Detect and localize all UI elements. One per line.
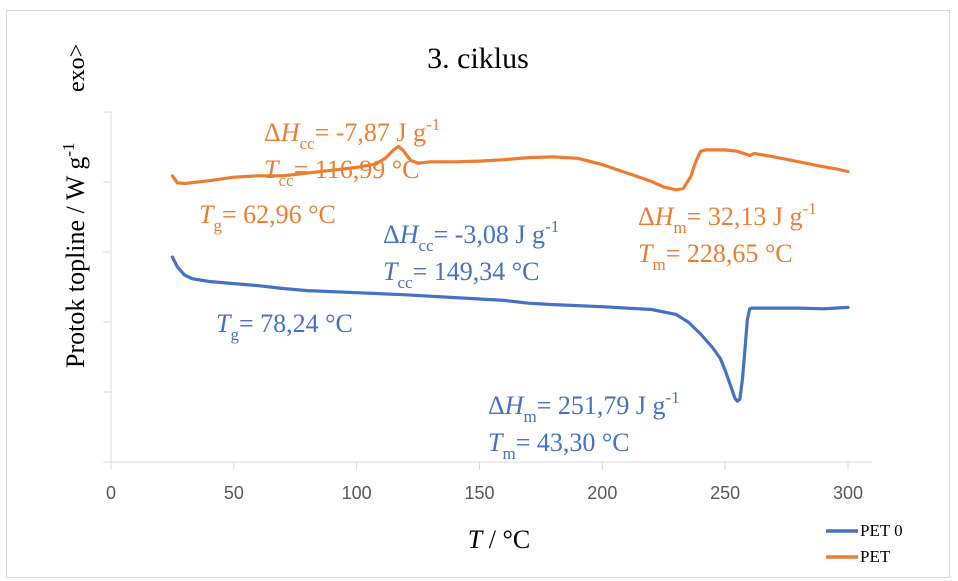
- annotation-value: = -7,87 J g: [315, 118, 426, 147]
- annotation-label: ΔHcc= -7,87 J g-1: [264, 115, 440, 153]
- annotation-symbol: T: [199, 200, 215, 229]
- annotation-delta: Δ: [638, 202, 655, 231]
- annotation-subscript: g: [230, 325, 239, 344]
- annotation-delta: Δ: [383, 220, 400, 249]
- annotation-symbol: H: [399, 220, 420, 249]
- x-axis-label-unit: / °C: [482, 525, 530, 554]
- annotation-label: Tcc= 116,99 °C: [264, 155, 420, 190]
- y-axis-label-sup: -1: [59, 142, 78, 156]
- annotation-value: = 116,99 °C: [294, 155, 420, 184]
- annotation-value: = -3,08 J g: [434, 220, 545, 249]
- annotation-value: = 78,24 °C: [239, 309, 353, 338]
- annotation-symbol: T: [488, 428, 504, 457]
- annotation-subscript: cc: [419, 236, 435, 255]
- y-axis-label: Protok topline / W g-1: [59, 142, 90, 368]
- annotation-value: = 43,30 °C: [516, 428, 630, 457]
- y-axis-label-text: Protok topline / W g: [61, 157, 90, 368]
- x-tick-label: 150: [464, 483, 494, 503]
- annotation-symbol: H: [280, 118, 301, 147]
- y-axis-ticks: [103, 111, 111, 463]
- annotation-subscript: m: [652, 255, 665, 274]
- annotation-superscript: -1: [545, 217, 559, 236]
- annotation-subscript: cc: [278, 171, 294, 190]
- annotation-symbol: H: [654, 202, 675, 231]
- annotation-symbol: T: [216, 309, 232, 338]
- x-axis-ticks: [110, 462, 849, 470]
- annotation-symbol: T: [264, 155, 280, 184]
- annotation-subscript: m: [674, 218, 687, 237]
- x-tick-label: 0: [106, 483, 116, 503]
- x-axis-tick-labels: 0 50 100 150 200 250 300: [106, 483, 863, 503]
- series-layer: [170, 144, 850, 403]
- x-tick-label: 200: [587, 483, 617, 503]
- annotation-label: Tm= 43,30 °C: [488, 428, 630, 463]
- legend-label: PET: [860, 547, 891, 566]
- annotation-subscript: g: [213, 216, 222, 235]
- legend-label: PET 0: [860, 521, 903, 540]
- annotation-superscript: -1: [803, 199, 817, 218]
- annotation-label: Tg= 78,24 °C: [216, 309, 353, 344]
- series-line-pet-0: [170, 255, 850, 403]
- annotation-value: = 251,79 J g: [537, 391, 666, 420]
- annotation-label: Tm= 228,65 °C: [638, 239, 793, 274]
- annotation-label: Tg= 62,96 °C: [199, 200, 336, 235]
- exo-direction-label: exo>: [64, 44, 90, 92]
- annotation-symbol: T: [383, 257, 399, 286]
- annotation-delta: Δ: [264, 118, 281, 147]
- annotation-value: = 149,34 °C: [413, 257, 540, 286]
- x-tick-label: 50: [224, 483, 244, 503]
- chart-title: 3. ciklus: [427, 42, 529, 75]
- series-line-pet: [170, 144, 850, 192]
- annotation-subscript: cc: [397, 273, 413, 292]
- annotation-subscript: cc: [300, 134, 316, 153]
- annotation-value: = 62,96 °C: [222, 200, 336, 229]
- chart-frame: [6, 10, 950, 578]
- annotation-delta: Δ: [488, 391, 505, 420]
- annotation-superscript: -1: [666, 388, 680, 407]
- annotation-value: = 32,13 J g: [687, 202, 803, 231]
- x-axis-label: T / °C: [468, 525, 530, 554]
- annotation-value: = 228,65 °C: [666, 239, 793, 268]
- annotation-symbol: H: [504, 391, 525, 420]
- annotation-label: ΔHcc= -3,08 J g-1: [383, 217, 559, 255]
- x-tick-label: 100: [342, 483, 372, 503]
- annotation-superscript: -1: [426, 115, 440, 134]
- x-tick-label: 250: [710, 483, 740, 503]
- legend: PET 0 PET: [826, 521, 903, 566]
- annotation-subscript: m: [524, 407, 537, 426]
- x-tick-label: 300: [833, 483, 863, 503]
- annotation-subscript: m: [502, 444, 515, 463]
- annotation-label: ΔHm= 251,79 J g-1: [488, 388, 680, 426]
- annotation-label: Tcc= 149,34 °C: [383, 257, 539, 292]
- annotation-label: ΔHm= 32,13 J g-1: [638, 199, 817, 237]
- annotation-symbol: T: [638, 239, 654, 268]
- x-axis-label-var: T: [468, 525, 484, 554]
